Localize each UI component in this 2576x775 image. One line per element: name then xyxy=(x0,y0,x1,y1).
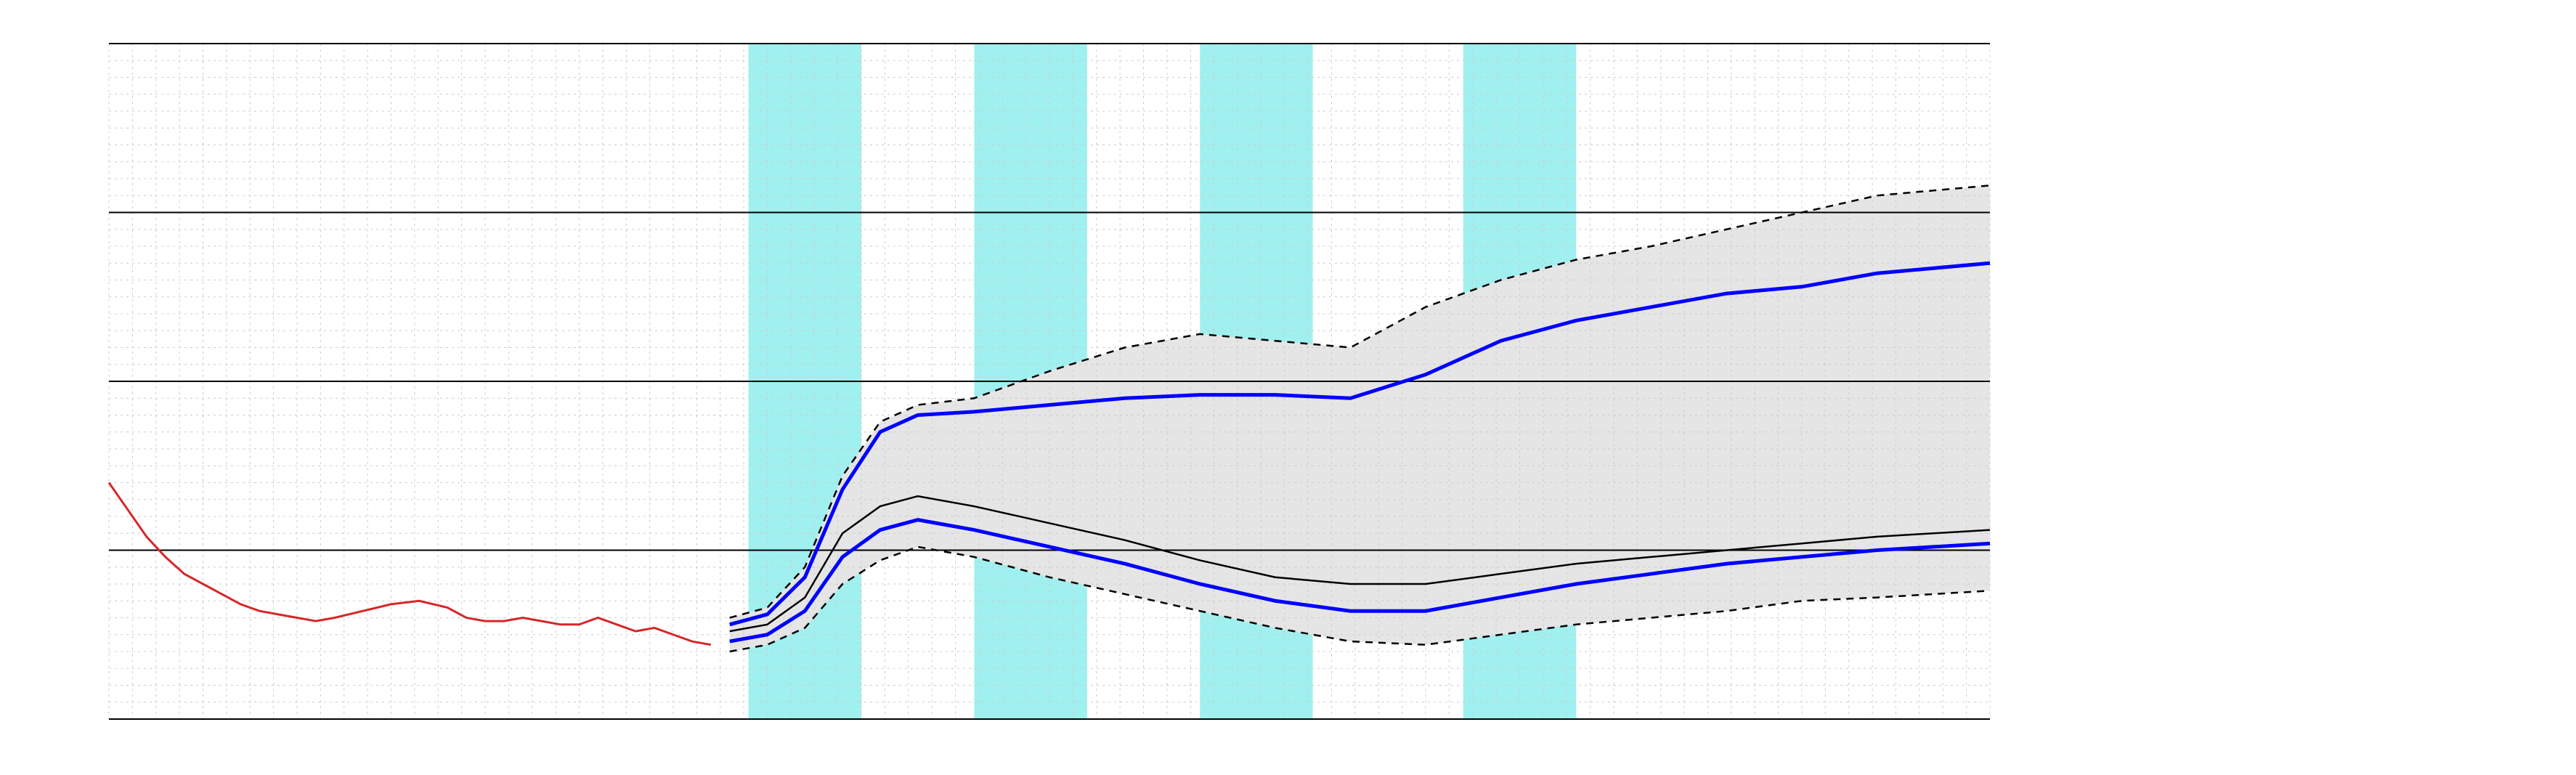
observations-line xyxy=(109,483,711,645)
forecast-envelope xyxy=(730,185,1990,652)
water-level-chart xyxy=(0,0,2576,775)
